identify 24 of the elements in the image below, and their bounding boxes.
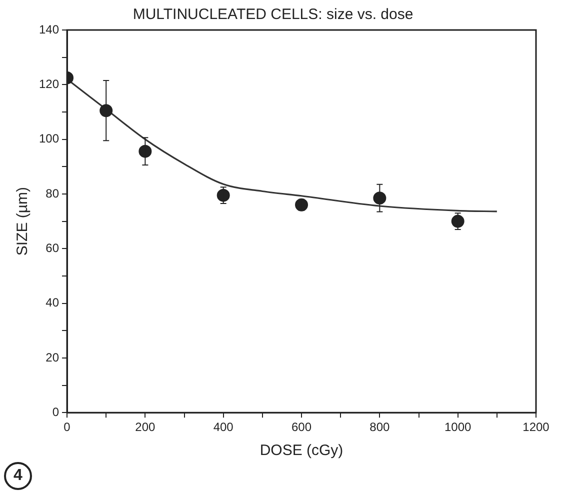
point xyxy=(138,144,152,158)
y-tick-label: 80 xyxy=(46,186,60,200)
x-tick-label: 600 xyxy=(291,420,312,434)
y-tick-label: 140 xyxy=(38,22,60,36)
y-tick-label: 0 xyxy=(52,404,60,419)
y-tick-label: 100 xyxy=(38,132,60,146)
point xyxy=(216,188,230,202)
chart-title: MULTINUCLEATED CELLS: size vs. dose xyxy=(132,6,414,24)
x-tick-label: 1200 xyxy=(522,420,550,434)
point xyxy=(451,214,464,228)
point xyxy=(100,104,113,118)
x-axis-title: DOSE (cGy) xyxy=(260,442,344,460)
x-tick-label: 800 xyxy=(370,420,390,434)
x-tick-label: 0 xyxy=(64,420,71,434)
y-tick-label: 60 xyxy=(46,240,60,255)
point xyxy=(373,192,386,205)
text: 4 xyxy=(4,462,32,490)
x-tick-label: 400 xyxy=(213,420,234,434)
y-tick-label: 120 xyxy=(38,76,60,91)
y-tick-label: 40 xyxy=(46,296,60,310)
x-tick-label: 200 xyxy=(135,420,156,434)
x-tick-label: 1000 xyxy=(444,420,472,434)
y-axis-title: SIZE (µm) xyxy=(14,186,32,256)
y-tick-label: 20 xyxy=(46,350,60,364)
